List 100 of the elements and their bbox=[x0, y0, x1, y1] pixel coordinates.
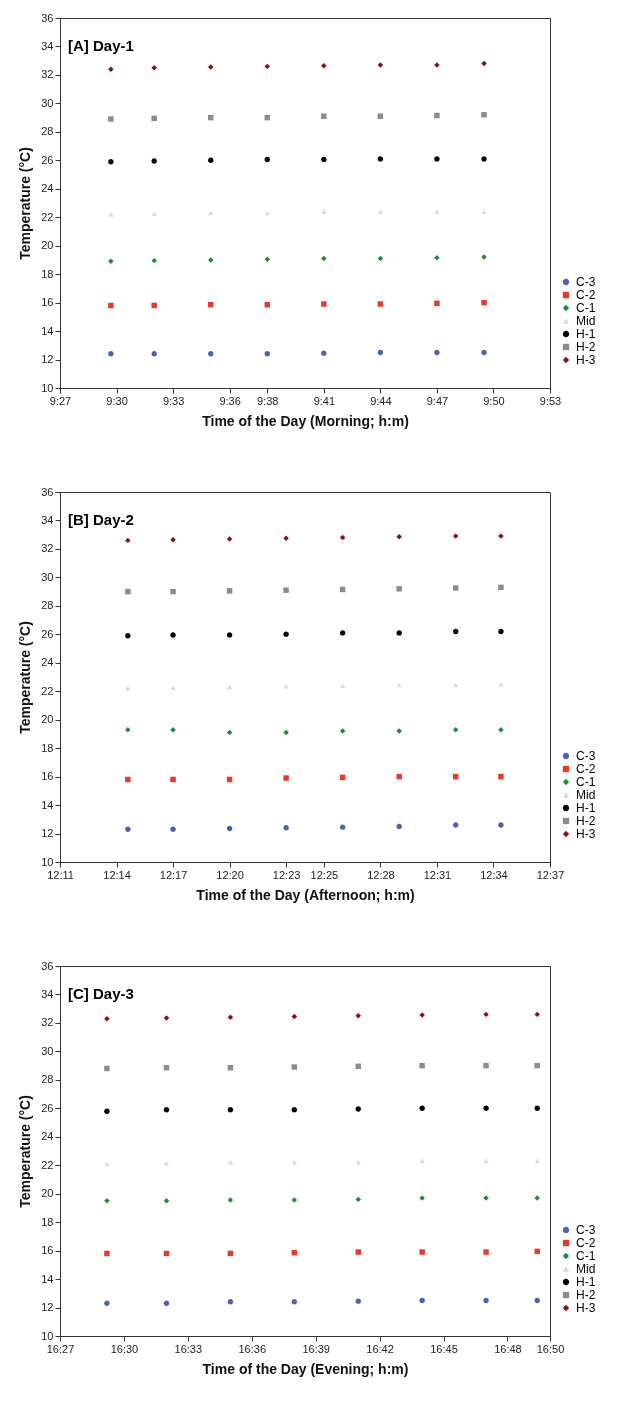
x-tick-label: 16:39 bbox=[302, 1342, 330, 1355]
point bbox=[108, 212, 114, 217]
point bbox=[483, 1062, 489, 1069]
point bbox=[226, 588, 233, 594]
point bbox=[377, 156, 384, 162]
x-tick-label: 9:30 bbox=[106, 394, 128, 407]
point bbox=[377, 62, 384, 68]
x-axis-title: Time of the Day (Evening; h:m) bbox=[202, 1360, 409, 1377]
legend-label: C-1 bbox=[576, 1249, 596, 1263]
x-tick-label: 16:27 bbox=[46, 1342, 75, 1355]
point bbox=[321, 255, 327, 262]
point bbox=[151, 65, 157, 71]
point bbox=[452, 533, 459, 539]
point bbox=[291, 1160, 298, 1165]
point bbox=[264, 256, 271, 262]
legend-label: C-2 bbox=[576, 288, 596, 302]
point bbox=[125, 686, 131, 691]
point bbox=[291, 1064, 298, 1070]
point bbox=[396, 586, 402, 592]
point bbox=[227, 1014, 234, 1020]
y-tick-label: 16 bbox=[41, 296, 54, 309]
x-tick-label: 9:53 bbox=[539, 394, 562, 407]
x-tick-label: 12:34 bbox=[480, 868, 508, 881]
point bbox=[434, 255, 440, 261]
y-tick-label: 20 bbox=[41, 239, 54, 252]
point bbox=[321, 62, 327, 69]
point bbox=[264, 156, 271, 163]
x-tick-label: 12:11 bbox=[47, 868, 74, 881]
y-tick-label: 12 bbox=[41, 1301, 54, 1314]
point bbox=[104, 1065, 110, 1072]
y-tick-label: 30 bbox=[41, 96, 54, 109]
x-tick-label: 12:37 bbox=[536, 868, 565, 881]
point bbox=[339, 683, 346, 688]
point bbox=[108, 116, 114, 122]
y-tick-label: 34 bbox=[41, 987, 54, 1000]
legend-label: C-2 bbox=[576, 762, 596, 776]
point bbox=[283, 587, 289, 593]
point bbox=[170, 776, 176, 783]
point bbox=[481, 349, 487, 356]
legend-label: H-1 bbox=[576, 1275, 596, 1289]
y-tick-label: 12 bbox=[41, 353, 54, 366]
legend-label: H-3 bbox=[576, 1301, 596, 1315]
text: [C] Day-3 bbox=[68, 985, 134, 1002]
point bbox=[283, 683, 289, 689]
point bbox=[264, 63, 271, 70]
text: [A] Day-1 bbox=[68, 37, 134, 54]
y-tick-label: 36 bbox=[41, 11, 54, 24]
legend-label: C-1 bbox=[576, 301, 596, 315]
point bbox=[452, 628, 459, 635]
y-tick-label: 32 bbox=[41, 542, 54, 555]
x-tick-label: 16:50 bbox=[536, 1342, 565, 1355]
point bbox=[151, 115, 157, 122]
y-axis-title: Temperature (°C) bbox=[17, 621, 34, 734]
y-tick-label: 20 bbox=[41, 1187, 54, 1200]
x-tick-label: 16:42 bbox=[366, 1342, 394, 1355]
point bbox=[208, 64, 214, 70]
y-tick-label: 36 bbox=[41, 485, 54, 498]
y-tick-label: 26 bbox=[41, 153, 54, 166]
y-tick-label: 24 bbox=[41, 182, 54, 195]
y-tick-label: 18 bbox=[41, 1215, 54, 1228]
point bbox=[534, 1062, 540, 1069]
y-axis-title: Temperature (°C) bbox=[17, 147, 34, 260]
point bbox=[355, 1196, 361, 1203]
x-tick-label: 9:50 bbox=[483, 394, 505, 407]
x-tick-label: 12:23 bbox=[272, 868, 301, 881]
x-tick-label: 16:48 bbox=[494, 1342, 522, 1355]
x-tick-label: 12:20 bbox=[216, 868, 244, 881]
y-tick-label: 20 bbox=[41, 713, 54, 726]
y-tick-label: 32 bbox=[41, 68, 54, 81]
y-tick-label: 10 bbox=[41, 855, 54, 868]
point bbox=[396, 823, 402, 830]
x-tick-label: 12:17 bbox=[159, 868, 188, 881]
y-tick-label: 34 bbox=[41, 513, 54, 526]
point bbox=[434, 112, 440, 119]
y-tick-label: 22 bbox=[41, 210, 54, 223]
x-axis-title: Time of the Day (Afternoon; h:m) bbox=[196, 886, 415, 903]
y-tick-label: 34 bbox=[41, 39, 54, 52]
point bbox=[419, 1249, 425, 1255]
y-tick-label: 30 bbox=[41, 570, 54, 583]
point bbox=[534, 1011, 540, 1018]
point bbox=[339, 630, 346, 636]
y-tick-label: 14 bbox=[41, 324, 54, 337]
point bbox=[339, 728, 346, 734]
point bbox=[396, 773, 402, 780]
legend-label: H-2 bbox=[576, 1288, 596, 1302]
point bbox=[498, 584, 504, 591]
point bbox=[355, 1249, 361, 1255]
point bbox=[321, 113, 327, 119]
x-tick-label: 9:27 bbox=[49, 394, 72, 407]
y-tick-label: 28 bbox=[41, 599, 54, 612]
y-tick-label: 28 bbox=[41, 125, 54, 138]
legend-label: H-1 bbox=[576, 801, 596, 815]
point bbox=[377, 113, 384, 119]
point bbox=[151, 211, 157, 217]
point bbox=[483, 1249, 489, 1255]
y-tick-label: 30 bbox=[41, 1044, 54, 1057]
point bbox=[104, 1015, 110, 1022]
y-tick-label: 18 bbox=[41, 267, 54, 280]
y-tick-label: 16 bbox=[41, 770, 54, 783]
x-tick-label: 12:14 bbox=[103, 868, 131, 881]
